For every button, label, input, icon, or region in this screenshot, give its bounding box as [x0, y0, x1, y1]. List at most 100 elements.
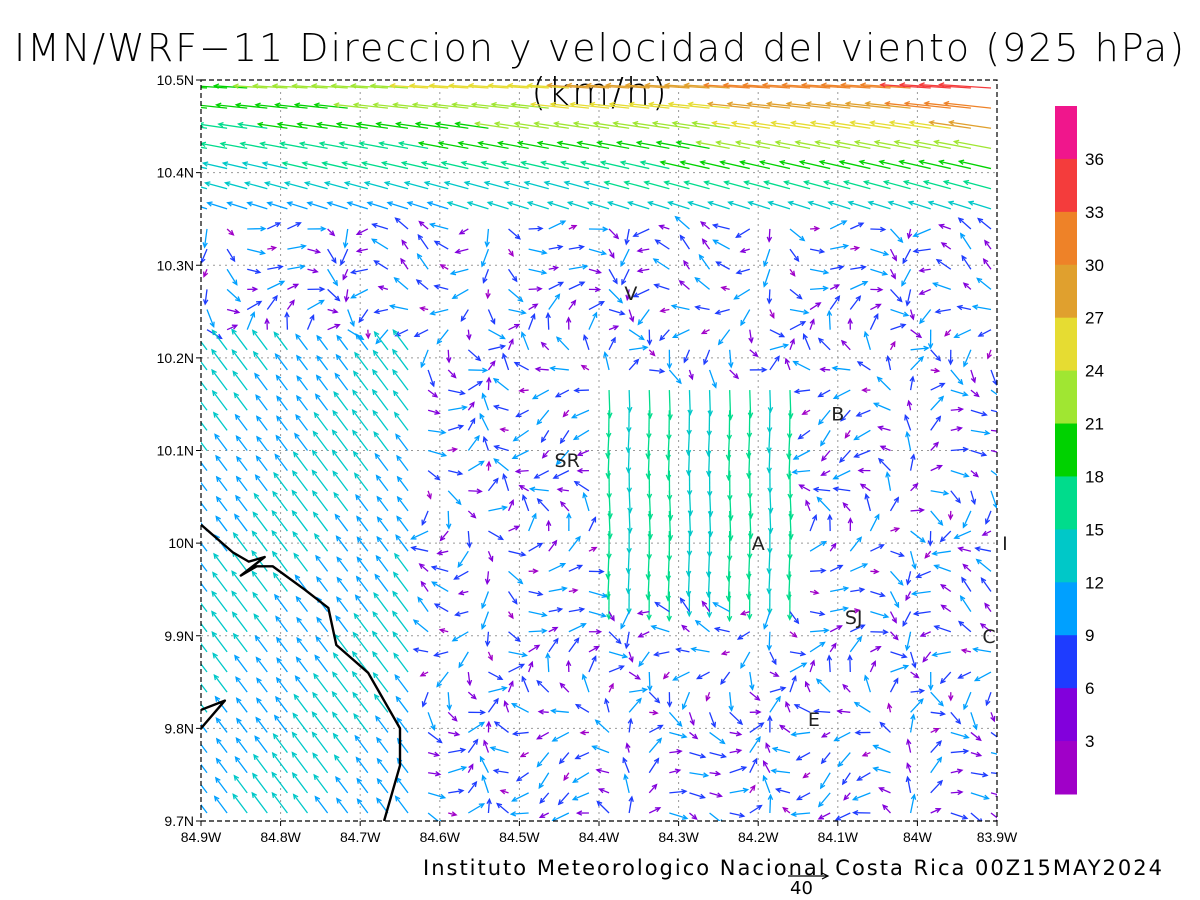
wind-vector: [273, 331, 288, 351]
wind-vector: [905, 430, 912, 451]
wind-vector: [365, 329, 371, 340]
wind-vector: [315, 374, 329, 391]
wind-vector: [708, 712, 717, 729]
wind-vector: [971, 304, 992, 311]
wind-vector: [467, 721, 486, 733]
wind-vector: [347, 329, 365, 341]
wind-vectors: [201, 82, 997, 821]
wind-vector: [809, 248, 826, 254]
wind-vector: [950, 389, 969, 397]
wind-vector: [910, 345, 930, 352]
wind-vector: [410, 545, 429, 552]
wind-vector: [792, 360, 811, 371]
wind-vector: [749, 757, 758, 774]
place-label: V: [624, 283, 637, 305]
wind-vector: [568, 607, 586, 613]
wind-vector: [276, 121, 308, 129]
place-label: C: [982, 626, 995, 648]
wind-vector: [219, 141, 248, 150]
wind-vector: [746, 101, 791, 109]
wind-vector: [735, 268, 750, 275]
wind-vector: [809, 540, 828, 552]
wind-vector: [910, 671, 920, 679]
wind-vector: [392, 631, 409, 653]
wind-vector: [579, 729, 589, 736]
wind-vector: [336, 556, 349, 572]
wind-vector: [217, 121, 248, 129]
wind-vector: [890, 570, 904, 586]
wind-vector: [792, 449, 811, 460]
wind-vector: [201, 602, 208, 613]
wind-vector: [548, 220, 567, 230]
wind-vector: [726, 591, 733, 623]
wind-vector: [427, 812, 442, 821]
wind-vector: [434, 121, 469, 129]
wind-vector: [712, 239, 730, 250]
wind-vector: [492, 768, 509, 774]
wind-vector: [413, 329, 429, 337]
wind-vector: [486, 376, 492, 391]
wind-vector: [861, 751, 871, 757]
wind-vector: [850, 222, 865, 230]
wind-vector: [620, 611, 630, 630]
wind-vector: [373, 260, 389, 270]
wind-vector: [869, 660, 876, 673]
wind-vector: [631, 120, 670, 129]
wind-vector: [922, 179, 951, 190]
wind-vector: [457, 140, 489, 150]
wind-vector: [888, 120, 931, 129]
wind-vector: [701, 600, 711, 612]
wind-vector: [615, 140, 650, 150]
wind-vector: [879, 82, 931, 89]
wind-vector: [802, 772, 811, 779]
wind-vector: [819, 772, 831, 790]
place-label: SR: [555, 450, 580, 472]
wind-vector: [579, 160, 610, 170]
wind-vector: [467, 82, 509, 89]
wind-vector: [793, 388, 811, 395]
wind-vector: [639, 160, 670, 170]
wind-vector: [264, 317, 270, 330]
wind-vector: [769, 343, 790, 351]
wind-vector: [648, 349, 656, 357]
wind-vector: [212, 652, 228, 673]
place-label: SJ: [845, 607, 863, 629]
wind-vector: [762, 760, 771, 774]
wind-vector: [588, 311, 598, 330]
wind-vector: [366, 201, 389, 210]
wind-vector: [749, 735, 761, 753]
wind-vector: [510, 101, 549, 109]
colorbar-label: 27: [1085, 309, 1104, 328]
wind-vector: [650, 624, 670, 633]
wind-vector: [480, 248, 490, 268]
wind-vector: [870, 646, 882, 653]
wind-vector: [853, 139, 891, 150]
wind-vector: [356, 536, 369, 552]
wind-vector: [201, 126, 208, 129]
wind-vector: [636, 610, 650, 616]
wind-vector: [420, 349, 429, 369]
wind-vector: [487, 477, 499, 492]
wind-vector: [990, 712, 996, 723]
x-tick-label: 83.9W: [977, 829, 1018, 845]
wind-vector: [953, 530, 972, 539]
wind-vector: [990, 470, 997, 477]
wind-vector: [496, 140, 529, 150]
wind-vector: [970, 772, 989, 778]
wind-vector: [528, 628, 548, 634]
wind-vector: [855, 409, 871, 417]
wind-vector: [762, 269, 771, 288]
wind-vector: [201, 703, 208, 713]
wind-vector: [523, 180, 549, 190]
wind-vector: [466, 329, 472, 341]
wind-vector: [275, 434, 288, 451]
wind-vector: [628, 101, 670, 109]
wind-vector: [854, 729, 871, 736]
wind-vector: [526, 201, 549, 210]
wind-vector: [226, 201, 248, 210]
wind-vector: [608, 651, 629, 659]
wind-vector: [446, 349, 452, 364]
x-tick-label: 84.4W: [579, 829, 620, 845]
wind-vector: [890, 550, 905, 558]
wind-vector: [284, 311, 290, 330]
